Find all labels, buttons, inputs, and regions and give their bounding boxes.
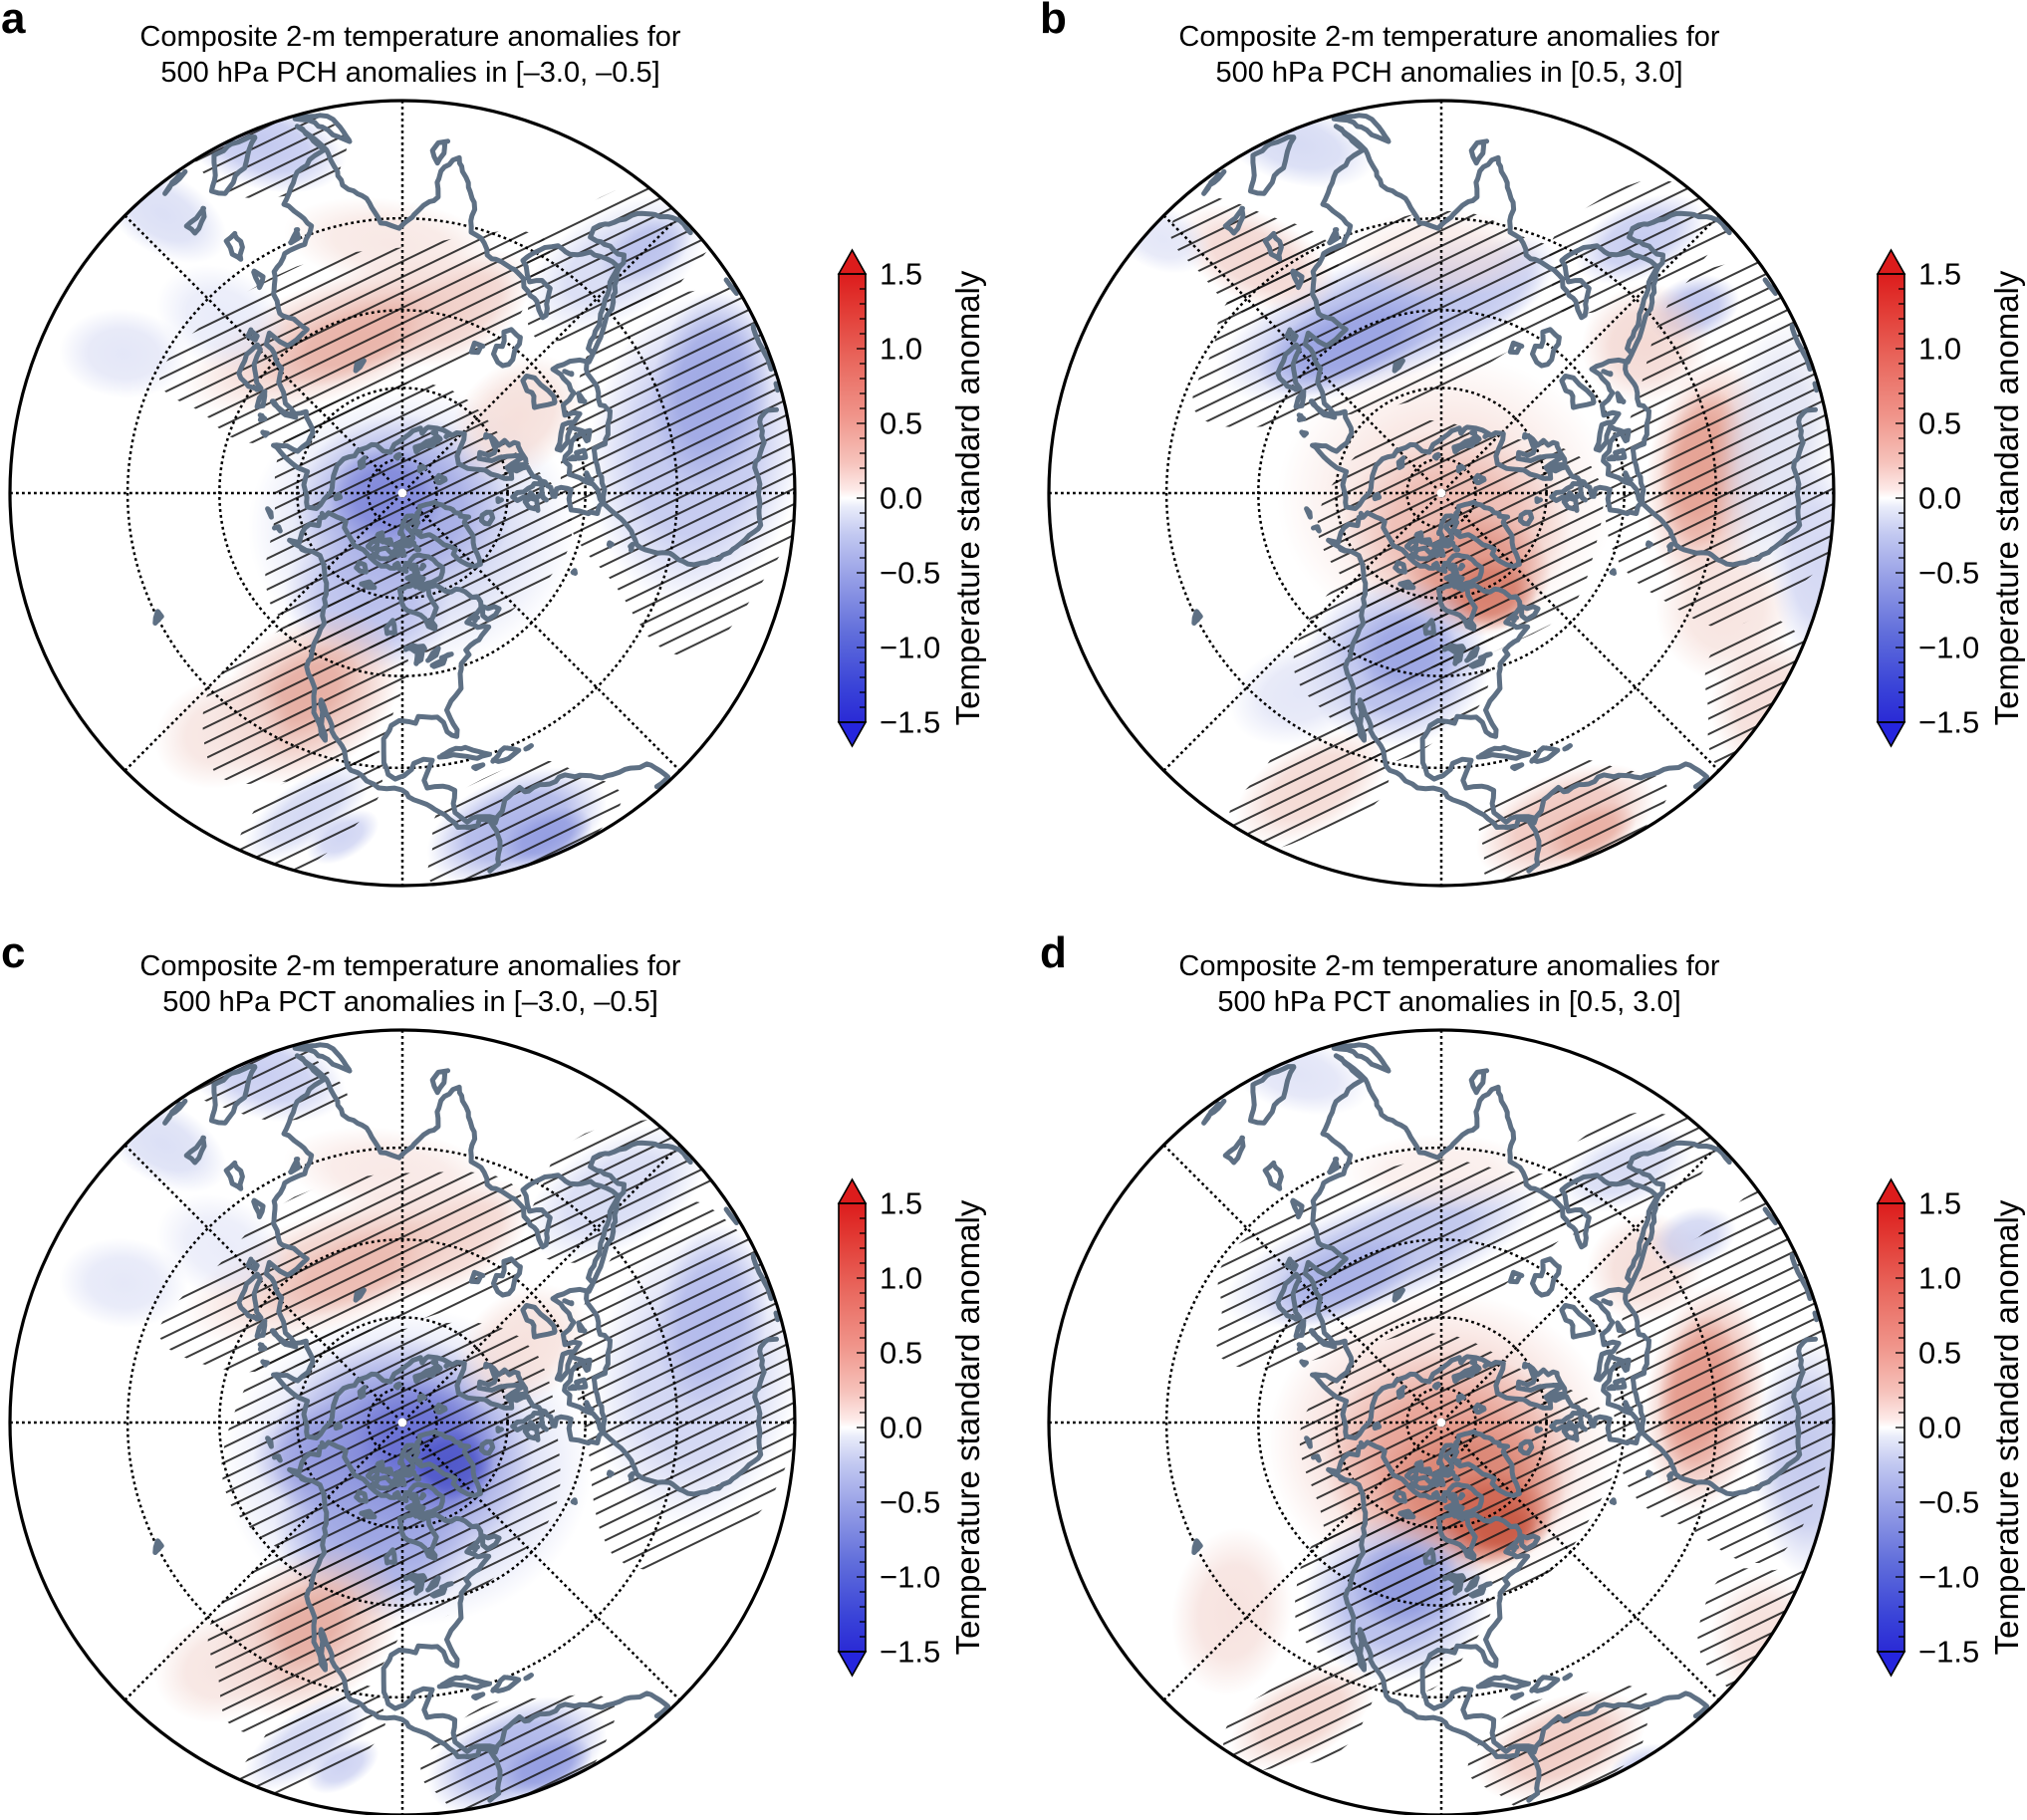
svg-text:Temperature standard anomaly: Temperature standard anomaly (1988, 1199, 2025, 1655)
svg-text:1.5: 1.5 (880, 257, 922, 292)
svg-text:−0.5: −0.5 (1918, 556, 1979, 591)
svg-text:a: a (1, 0, 26, 43)
svg-text:−1.5: −1.5 (880, 1635, 940, 1670)
svg-text:b: b (1040, 0, 1067, 43)
svg-text:1.5: 1.5 (880, 1186, 922, 1221)
svg-text:Temperature standard anomaly: Temperature standard anomaly (1988, 270, 2025, 725)
svg-text:−0.5: −0.5 (880, 556, 940, 591)
svg-text:0.0: 0.0 (1918, 1411, 1961, 1445)
svg-text:c: c (1, 928, 25, 977)
svg-text:1.0: 1.0 (880, 332, 922, 367)
svg-text:500 hPa PCT anomalies in [0.5,: 500 hPa PCT anomalies in [0.5, 3.0] (1217, 986, 1680, 1018)
svg-text:0.0: 0.0 (880, 481, 922, 516)
svg-text:−1.5: −1.5 (1918, 705, 1979, 740)
svg-text:Composite 2-m temperature anom: Composite 2-m temperature anomalies for (1178, 950, 1720, 982)
svg-text:0.5: 0.5 (1918, 406, 1961, 441)
svg-text:−1.0: −1.0 (1918, 1560, 1979, 1595)
svg-text:500 hPa PCH anomalies in [–3.0: 500 hPa PCH anomalies in [–3.0, –0.5] (160, 57, 659, 89)
svg-text:Temperature standard anomaly: Temperature standard anomaly (949, 1199, 986, 1655)
svg-text:0.5: 0.5 (1918, 1336, 1961, 1371)
svg-text:500 hPa PCT anomalies in [–3.0: 500 hPa PCT anomalies in [–3.0, –0.5] (162, 986, 658, 1018)
svg-text:Temperature standard anomaly: Temperature standard anomaly (949, 270, 986, 725)
svg-text:d: d (1040, 928, 1067, 977)
svg-text:Composite 2-m temperature anom: Composite 2-m temperature anomalies for (1178, 21, 1720, 53)
svg-text:1.5: 1.5 (1918, 257, 1961, 292)
svg-text:1.0: 1.0 (880, 1261, 922, 1296)
svg-text:0.5: 0.5 (880, 406, 922, 441)
svg-text:−1.5: −1.5 (1918, 1635, 1979, 1670)
svg-text:500 hPa PCH anomalies in [0.5,: 500 hPa PCH anomalies in [0.5, 3.0] (1215, 57, 1682, 89)
svg-text:−0.5: −0.5 (880, 1485, 940, 1520)
svg-text:−1.0: −1.0 (880, 1560, 940, 1595)
svg-text:−1.5: −1.5 (880, 705, 940, 740)
svg-text:Composite 2-m temperature anom: Composite 2-m temperature anomalies for (139, 950, 681, 982)
svg-text:Composite 2-m temperature anom: Composite 2-m temperature anomalies for (139, 21, 681, 53)
svg-text:1.0: 1.0 (1918, 332, 1961, 367)
svg-text:0.0: 0.0 (880, 1411, 922, 1445)
svg-text:1.5: 1.5 (1918, 1186, 1961, 1221)
svg-text:−1.0: −1.0 (880, 631, 940, 665)
svg-text:0.5: 0.5 (880, 1336, 922, 1371)
svg-text:−1.0: −1.0 (1918, 631, 1979, 665)
svg-text:1.0: 1.0 (1918, 1261, 1961, 1296)
svg-text:0.0: 0.0 (1918, 481, 1961, 516)
svg-text:−0.5: −0.5 (1918, 1485, 1979, 1520)
